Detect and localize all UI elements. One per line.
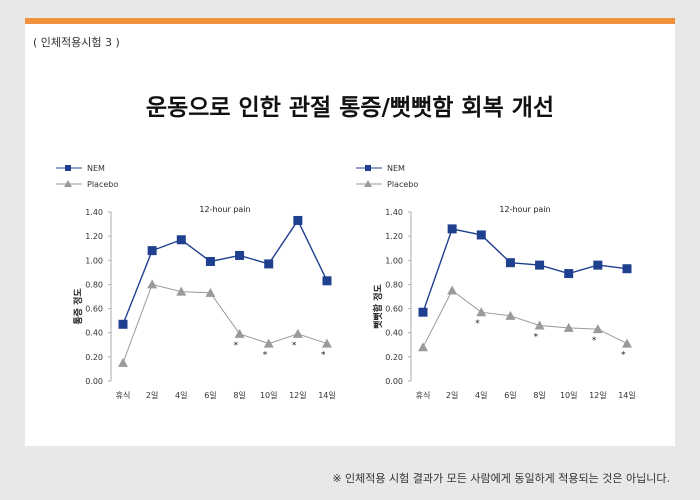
placebo-point <box>476 307 487 317</box>
x-tick-label: 14일 <box>618 391 636 400</box>
placebo-point <box>505 310 516 320</box>
nem-point <box>264 259 274 269</box>
x-tick-label: 10일 <box>560 391 578 400</box>
significance-mark: * <box>592 336 597 346</box>
x-tick-label: 2일 <box>146 391 158 400</box>
series-line-1 <box>422 289 628 348</box>
y-axis-label: 뻣뻣함 정도 <box>372 284 384 329</box>
accent-bar <box>25 18 675 24</box>
legend-label-1: Placebo <box>387 180 418 189</box>
legend-marker-0 <box>365 165 371 171</box>
series-line-0 <box>122 219 328 325</box>
y-tick-label: 0.60 <box>385 305 403 314</box>
y-tick-label: 0.60 <box>85 305 103 314</box>
nem-point <box>476 230 486 240</box>
y-tick-label: 1.00 <box>385 256 403 265</box>
nem-point <box>622 264 632 274</box>
significance-mark: * <box>534 332 539 342</box>
significance-mark: * <box>621 351 626 361</box>
stiffness-chart: NEM Placebo 12-hour pain 0.00 0.20 0.40 0.60 0.… <box>356 164 636 400</box>
legend-label-0: NEM <box>87 164 105 173</box>
chart-title: 12-hour pain <box>499 205 550 214</box>
x-tick-label: 8일 <box>533 391 545 400</box>
x-tick-label: 12일 <box>289 391 307 400</box>
nem-point <box>205 256 215 266</box>
placebo-point <box>563 322 574 332</box>
significance-mark: * <box>321 351 326 361</box>
y-tick-label: 0.00 <box>385 377 403 386</box>
placebo-point <box>234 328 245 338</box>
legend-marker-1 <box>364 180 372 187</box>
significance-mark: * <box>292 341 297 351</box>
nem-point <box>418 307 428 317</box>
placebo-point <box>176 286 187 296</box>
nem-point <box>235 250 245 260</box>
y-tick-label: 0.20 <box>85 353 103 362</box>
slide-card: ( 인체적용시험 3 ) 운동으로 인한 관절 통증/뻣뻣함 회복 개선 <box>25 18 675 446</box>
nem-point <box>505 258 515 268</box>
legend-marker-0 <box>65 165 71 171</box>
legend-marker-1 <box>64 180 72 187</box>
nem-point <box>322 276 332 286</box>
x-tick-label: 6일 <box>204 391 216 400</box>
placebo-point <box>534 320 545 330</box>
x-tick-label: 휴식 <box>416 391 431 400</box>
nem-point <box>564 269 574 279</box>
placebo-point <box>622 338 632 348</box>
y-tick-label: 0.80 <box>385 280 403 289</box>
nem-point <box>147 246 157 256</box>
x-tick-label: 14일 <box>318 391 336 400</box>
placebo-point <box>292 328 303 338</box>
y-tick-label: 0.40 <box>385 329 403 338</box>
x-tick-label: 10일 <box>260 391 278 400</box>
y-tick-label: 0.40 <box>85 329 103 338</box>
legend-label-1: Placebo <box>87 180 118 189</box>
placebo-point <box>592 324 603 334</box>
x-tick-label: 8일 <box>233 391 245 400</box>
chart-title: 12-hour pain <box>199 205 250 214</box>
y-axis-label: 통증 정도 <box>72 288 84 325</box>
pain-chart: NEM Placebo 12-hour pain 0.00 0.20 0.40 0.60 0.… <box>56 164 336 400</box>
x-tick-label: 4일 <box>175 391 187 400</box>
nem-point <box>593 260 603 270</box>
x-tick-label: 4일 <box>475 391 487 400</box>
placebo-point <box>447 285 458 295</box>
nem-point <box>293 215 303 225</box>
y-tick-label: 0.80 <box>85 280 103 289</box>
y-tick-label: 1.20 <box>385 232 403 241</box>
y-tick-label: 1.40 <box>85 208 103 217</box>
placebo-point <box>263 338 274 348</box>
significance-mark: * <box>234 341 239 351</box>
y-tick-label: 1.40 <box>385 208 403 217</box>
nem-point <box>447 224 457 234</box>
placebo-point <box>205 287 216 297</box>
placebo-point <box>147 279 158 289</box>
nem-point <box>118 319 128 329</box>
x-tick-label: 6일 <box>504 391 516 400</box>
x-tick-label: 2일 <box>446 391 458 400</box>
y-tick-label: 1.00 <box>85 256 103 265</box>
y-tick-label: 1.20 <box>85 232 103 241</box>
y-tick-label: 0.20 <box>385 353 403 362</box>
series-line-0 <box>422 228 628 313</box>
headline: 운동으로 인한 관절 통증/뻣뻣함 회복 개선 <box>145 95 555 121</box>
placebo-point <box>418 342 428 352</box>
series-line-1 <box>122 283 328 364</box>
footnote: ※ 인체적용 시험 결과가 모든 사람에게 동일하게 적용되는 것은 아닙니다. <box>332 472 670 485</box>
legend-label-0: NEM <box>387 164 405 173</box>
y-tick-label: 0.00 <box>85 377 103 386</box>
placebo-point <box>118 357 128 367</box>
placebo-point <box>322 338 332 348</box>
nem-point <box>176 235 186 245</box>
x-tick-label: 휴식 <box>116 391 131 400</box>
significance-mark: * <box>475 319 480 329</box>
x-tick-label: 12일 <box>589 391 607 400</box>
significance-mark: * <box>263 351 268 361</box>
study-tag: ( 인체적용시험 3 ) <box>33 36 120 49</box>
nem-point <box>535 260 545 270</box>
